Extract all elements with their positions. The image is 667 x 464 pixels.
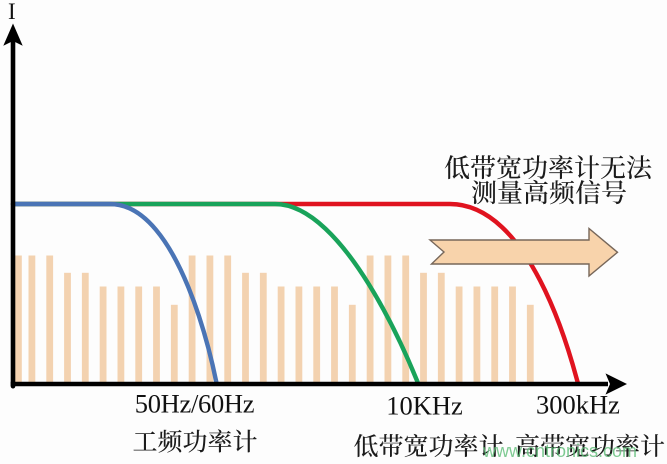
svg-text:300kHz: 300kHz [536, 390, 620, 420]
svg-text:I: I [8, 0, 16, 24]
svg-text:10KHz: 10KHz [386, 391, 463, 421]
svg-text:50Hz/60Hz: 50Hz/60Hz [135, 389, 255, 419]
svg-text:www.cntronics.com: www.cntronics.com [482, 441, 637, 461]
